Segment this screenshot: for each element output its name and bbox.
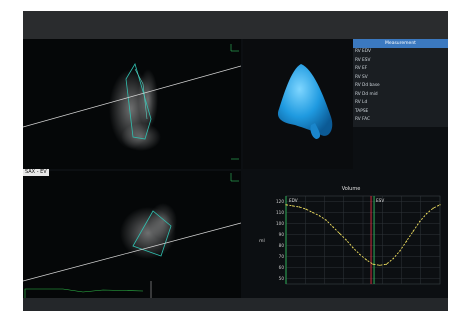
chart-data-point [372, 263, 374, 265]
measurement-row: RV EDV [353, 48, 448, 57]
measurement-label: TAPSE [355, 108, 369, 114]
chart-data-point [325, 219, 327, 221]
chart-data-point [399, 250, 401, 252]
chart-y-tick-label: 100 [276, 221, 284, 226]
chart-y-ticks: 120 110 100 90 80 70 60 50 [276, 199, 440, 281]
echo-workstation-screen: SAX - EV Measurement RV EDV RV ESV RV EF… [23, 11, 448, 311]
measurement-row: RV Ld [353, 99, 448, 108]
chart-y-tick-label: 90 [279, 232, 285, 237]
measurement-label: RV EF [355, 66, 368, 71]
chart-data-point [298, 206, 300, 208]
chart-title: Volume [342, 186, 361, 192]
measurement-panel-title: Measurement [353, 39, 448, 48]
measurement-label: RV ESV [355, 57, 371, 63]
top-toolbar [23, 11, 448, 39]
chart-data-point [432, 207, 434, 209]
measurement-panel: Measurement RV EDV RV ESV RV EF RV SV RV… [353, 39, 448, 127]
chart-data-point [318, 215, 321, 217]
chart-data-point [379, 264, 381, 266]
measurement-row: RV EF [353, 65, 448, 74]
measurement-label: RV FAC [355, 117, 370, 122]
chart-marker-label: EDV [289, 198, 298, 203]
chart-data-point [292, 205, 294, 207]
chart-data-point [338, 232, 341, 234]
chart-data-point [392, 258, 394, 260]
measurement-row: RV FAC [353, 116, 448, 125]
apical-view-top[interactable] [23, 39, 242, 169]
measurement-row: RV Dd mid [353, 91, 448, 100]
apical-ultrasound-image [23, 44, 242, 160]
measurement-row: TAPSE [353, 108, 448, 117]
chart-data-point [439, 204, 441, 206]
measurement-row: RV ESV [353, 57, 448, 66]
view-label-bottom[interactable]: SAX - EV [23, 169, 49, 176]
measurement-row: RV Dd base [353, 82, 448, 91]
chart-y-axis-label: ml [259, 238, 265, 244]
chart-data-point [365, 259, 367, 261]
rv-3d-model-view[interactable] [243, 39, 353, 169]
measurement-label: RV SV [355, 74, 368, 80]
rv-3d-mesh [277, 64, 333, 139]
chart-y-tick-label: 80 [279, 243, 285, 248]
chart-data-point [426, 213, 428, 215]
chart-data-point [312, 211, 314, 214]
chart-data-point [332, 226, 334, 228]
chart-cycle-markers: EDV ESV [285, 196, 384, 284]
measurement-label: RV Dd base [355, 83, 380, 88]
chart-series-line [285, 204, 441, 266]
chart-data-point [345, 239, 347, 241]
chart-y-tick-label: 70 [279, 254, 285, 259]
measurement-label: RV Ld [355, 100, 368, 105]
chart-data-point [412, 230, 414, 232]
chart-y-tick-label: 120 [276, 199, 284, 204]
measurement-row: RV SV [353, 74, 448, 83]
chart-grid [285, 195, 441, 285]
chart-data-point [359, 253, 361, 255]
volume-chart-svg: Volume ml 120 110 100 90 80 70 60 50 EDV ESV [259, 186, 441, 285]
measurement-label: RV Dd mid [355, 91, 378, 97]
chart-data-point [385, 263, 388, 265]
short-axis-view-bottom[interactable] [23, 171, 242, 298]
chart-data-point [419, 220, 421, 222]
volume-graph: Volume ml 120 110 100 90 80 70 60 50 EDV ESV [256, 182, 446, 294]
short-axis-ultrasound-image [23, 173, 242, 298]
chart-data-point [305, 208, 307, 210]
measurement-label: RV EDV [355, 49, 371, 54]
chart-data-point [405, 240, 408, 242]
bottom-status-bar [23, 298, 448, 311]
chart-series [285, 204, 441, 266]
chart-y-tick-label: 60 [279, 265, 285, 270]
chart-y-tick-label: 50 [279, 276, 285, 281]
chart-y-tick-label: 110 [276, 210, 284, 215]
chart-data-point [352, 247, 354, 249]
chart-marker-label: ESV [376, 198, 384, 203]
chart-data-point [285, 204, 287, 206]
